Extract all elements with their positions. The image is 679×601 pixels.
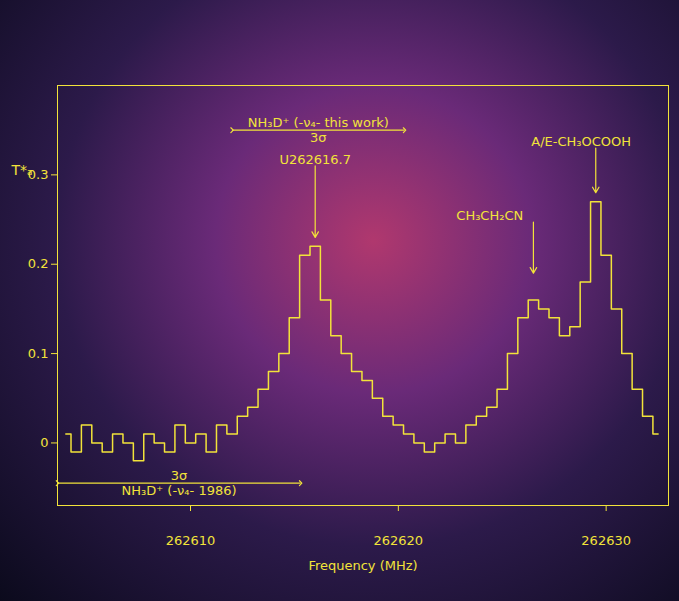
svg-text:3σ: 3σ: [171, 468, 188, 483]
svg-text:3σ: 3σ: [310, 130, 327, 145]
svg-text:NH₃D⁺ (-ν₄- this work): NH₃D⁺ (-ν₄- this work): [248, 115, 389, 130]
svg-text:0.3: 0.3: [27, 167, 49, 182]
svg-text:Frequency (MHz): Frequency (MHz): [308, 558, 417, 573]
svg-text:T*ₐ: T*ₐ: [11, 162, 33, 178]
svg-text:CH₃CH₂CN: CH₃CH₂CN: [456, 208, 523, 223]
svg-text:0: 0: [40, 435, 48, 450]
svg-text:262610: 262610: [166, 533, 216, 548]
svg-text:262620: 262620: [374, 533, 424, 548]
svg-text:262630: 262630: [581, 533, 631, 548]
svg-text:A/E-CH₃OCOOH: A/E-CH₃OCOOH: [531, 134, 631, 149]
svg-text:U262616.7: U262616.7: [279, 152, 351, 167]
svg-text:NH₃D⁺ (-ν₄- 1986): NH₃D⁺ (-ν₄- 1986): [122, 483, 237, 498]
svg-text:0.1: 0.1: [28, 346, 49, 361]
svg-text:0.2: 0.2: [28, 256, 49, 271]
